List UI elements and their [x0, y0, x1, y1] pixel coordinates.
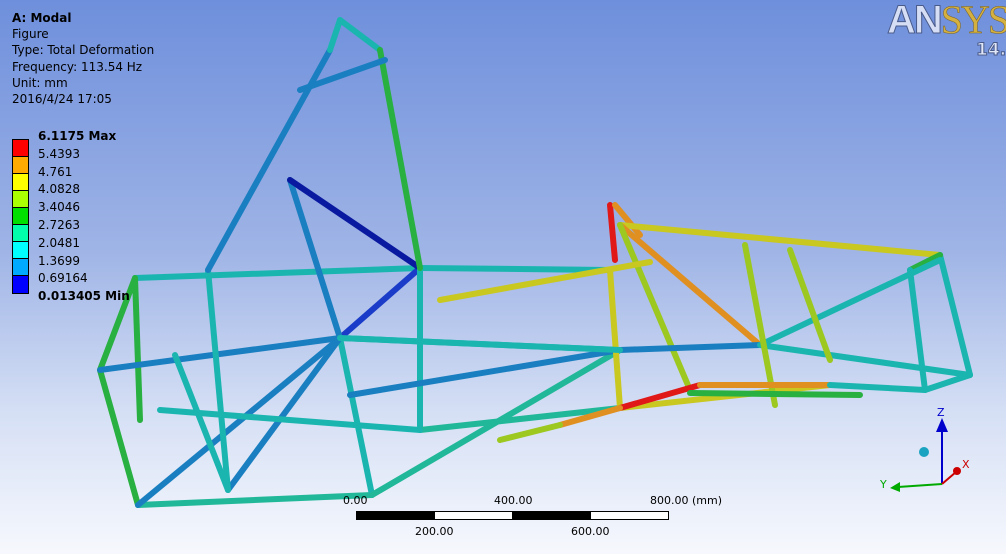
frame-member [757, 342, 973, 378]
frame-member [742, 242, 778, 408]
result-name: Figure [12, 27, 49, 42]
version-label: 14.5 [976, 40, 1006, 61]
scale-bar: 0.00 400.00 800.00 (mm) 200.00 600.00 [340, 494, 722, 544]
scale-segment [434, 511, 513, 520]
frame-member [922, 372, 973, 393]
legend-color-swatch [13, 191, 28, 208]
legend-color-swatch [13, 242, 28, 259]
frame-member [347, 347, 623, 398]
frame-member [687, 390, 863, 398]
scale-label: 600.00 [571, 525, 610, 538]
legend-color-swatch [13, 259, 28, 276]
legend-label: 4.761 [38, 164, 73, 179]
scale-label: 0.00 [343, 494, 368, 507]
frame-member [617, 382, 703, 411]
frame-member [417, 405, 623, 433]
legend-color-swatch [13, 208, 28, 225]
z-label: Z [937, 406, 945, 419]
legend-color-swatch [13, 276, 28, 293]
isometric-ball-icon[interactable] [919, 447, 929, 457]
frame-member [787, 247, 833, 363]
frame-member [827, 382, 928, 393]
frame-member [497, 422, 563, 443]
frame-member [337, 17, 383, 53]
frame-member [135, 335, 343, 508]
legend-label: 3.4046 [38, 200, 80, 215]
scale-segment [356, 511, 435, 520]
x-axis [941, 471, 957, 485]
ansys-logo: ANSYS [887, 0, 1006, 43]
legend-color-swatch [13, 225, 28, 242]
frame-member [617, 222, 943, 258]
frame-member [337, 335, 375, 498]
legend-color-bar [12, 139, 29, 294]
analysis-title: A: Modal [12, 11, 72, 25]
result-unit: Unit: mm [12, 75, 68, 90]
frame-member [327, 17, 343, 53]
legend-label: 5.4393 [38, 146, 80, 161]
legend-label: 0.013405 Min [38, 289, 130, 304]
legend-label: 1.3699 [38, 253, 80, 268]
axis-triad[interactable]: Z Y X [870, 400, 980, 500]
result-info: A: Modal Figure Type: Total Deformation … [12, 10, 154, 107]
frame-member [337, 265, 423, 341]
frame-member [132, 275, 143, 423]
frame-member [172, 352, 231, 493]
legend-label: 6.1175 Max [38, 129, 117, 143]
legend-color-swatch [13, 140, 28, 157]
frame-member [205, 267, 231, 493]
result-type: Type: Total Deformation [12, 43, 155, 58]
x-label: X [962, 458, 970, 471]
scale-label: 800.00 (mm) [650, 494, 722, 507]
y-axis [897, 483, 943, 488]
frame-member [157, 407, 423, 433]
legend-label: 0.69164 [38, 271, 88, 286]
frame-member [297, 57, 388, 93]
frame-member [287, 177, 423, 271]
scale-segment [590, 511, 669, 520]
frame-member [617, 382, 833, 411]
frame-member [617, 222, 763, 348]
z-arrow-icon [936, 418, 948, 432]
y-label: Y [879, 478, 887, 491]
legend-label: 2.0481 [38, 235, 80, 250]
frame-member [135, 492, 375, 508]
frame-member [617, 342, 763, 353]
x-arrow-icon [953, 467, 961, 475]
frame-member [437, 259, 653, 303]
legend-color-swatch [13, 174, 28, 191]
scale-segment [512, 511, 591, 520]
frame-member [617, 222, 693, 393]
frame-member [97, 367, 141, 508]
frame-member [97, 275, 138, 373]
scale-label: 200.00 [415, 525, 454, 538]
frame-member [907, 252, 943, 273]
frame-member [132, 265, 423, 281]
frame-member [557, 405, 623, 428]
legend-label: 4.0828 [38, 182, 80, 197]
frame-member [937, 252, 973, 378]
frame-member [607, 202, 618, 263]
frame-member [612, 202, 643, 238]
frame-member [337, 335, 623, 353]
legend-color-swatch [13, 157, 28, 174]
frame-member [377, 47, 423, 271]
frame-member [417, 265, 613, 273]
result-date: 2016/4/24 17:05 [12, 92, 112, 107]
y-arrow-icon [890, 482, 900, 492]
frame-member [287, 177, 343, 341]
frame-member [907, 267, 928, 393]
frame-member [757, 257, 943, 348]
legend-label: 2.7263 [38, 218, 80, 232]
result-frequency: Frequency: 113.54 Hz [12, 59, 143, 74]
frame-member [607, 267, 623, 411]
frame-member [225, 335, 343, 493]
frame-member [97, 335, 343, 373]
scale-label: 400.00 [494, 494, 533, 507]
